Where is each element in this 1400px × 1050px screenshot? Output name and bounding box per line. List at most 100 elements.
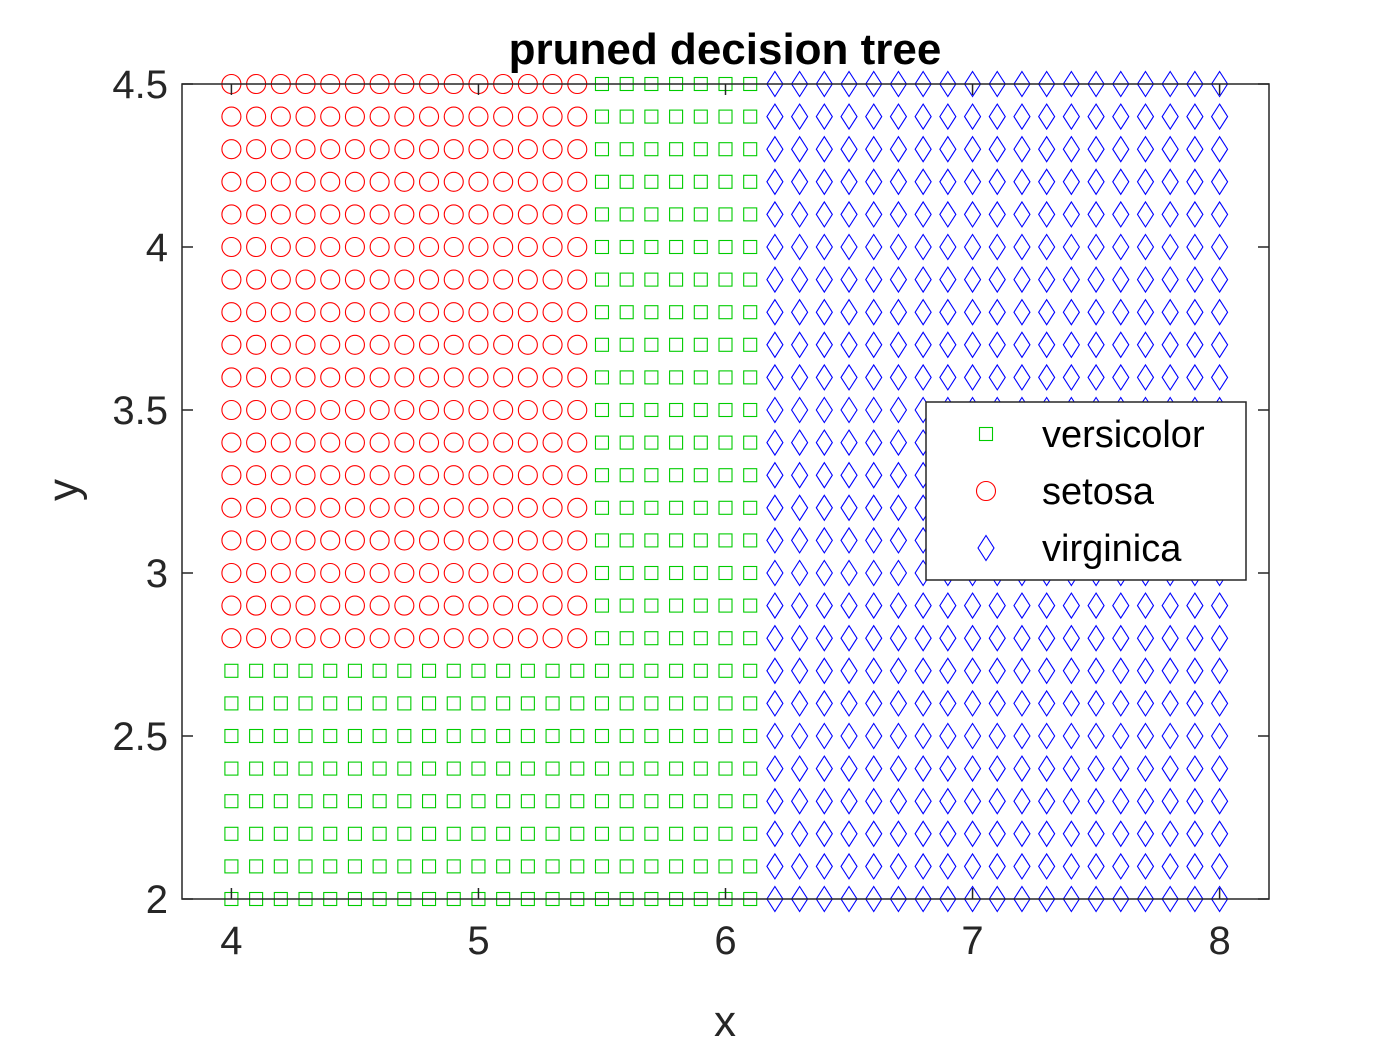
versicolor-point xyxy=(570,859,585,874)
setosa-point xyxy=(320,269,341,290)
virginica-point xyxy=(766,689,784,717)
setosa-point xyxy=(394,628,415,649)
virginica-point xyxy=(840,103,858,131)
setosa-point xyxy=(443,497,464,518)
setosa-point xyxy=(394,334,415,355)
versicolor-point xyxy=(446,761,461,776)
setosa-point xyxy=(567,465,588,486)
virginica-point xyxy=(766,559,784,587)
versicolor-point xyxy=(273,663,288,678)
virginica-point xyxy=(1013,70,1031,98)
versicolor-point xyxy=(397,696,412,711)
versicolor-point xyxy=(669,468,684,483)
setosa-point xyxy=(443,465,464,486)
versicolor-point xyxy=(718,370,733,385)
virginica-point xyxy=(865,298,883,326)
setosa-point xyxy=(394,530,415,551)
virginica-point xyxy=(988,689,1006,717)
setosa-point xyxy=(369,302,390,323)
setosa-point xyxy=(369,465,390,486)
virginica-point xyxy=(840,135,858,163)
virginica-point xyxy=(815,266,833,294)
versicolor-point xyxy=(718,402,733,418)
virginica-point xyxy=(1112,168,1130,196)
virginica-point xyxy=(1210,298,1229,326)
virginica-point xyxy=(790,200,809,228)
virginica-point xyxy=(1038,722,1056,750)
setosa-point xyxy=(295,432,316,453)
virginica-point xyxy=(1087,592,1105,620)
versicolor-point xyxy=(570,696,585,711)
setosa-point xyxy=(567,595,588,616)
setosa-point xyxy=(344,595,365,616)
versicolor-point xyxy=(619,859,634,874)
versicolor-point xyxy=(743,533,758,548)
setosa-point xyxy=(517,236,538,258)
virginica-point xyxy=(1210,722,1229,750)
versicolor-point xyxy=(718,142,733,157)
versicolor-point xyxy=(249,761,264,776)
setosa-point xyxy=(344,497,365,518)
versicolor-point xyxy=(224,859,239,874)
virginica-point xyxy=(1112,103,1130,131)
virginica-point xyxy=(865,624,883,652)
virginica-point xyxy=(1136,331,1155,359)
versicolor-point xyxy=(594,239,610,255)
setosa-point xyxy=(344,530,365,551)
virginica-point xyxy=(1013,266,1031,294)
setosa-point xyxy=(468,562,489,584)
setosa-point xyxy=(418,497,440,518)
versicolor-point xyxy=(496,728,511,744)
setosa-point xyxy=(517,171,538,192)
versicolor-point xyxy=(669,109,684,124)
virginica-point xyxy=(1186,592,1204,620)
y-tick-label: 4 xyxy=(146,226,168,270)
virginica-point xyxy=(963,200,982,228)
virginica-point xyxy=(963,592,982,620)
versicolor-point xyxy=(743,142,758,157)
virginica-point xyxy=(963,624,982,652)
versicolor-point xyxy=(669,207,684,222)
virginica-point xyxy=(790,526,809,554)
setosa-point xyxy=(246,269,267,290)
virginica-point xyxy=(1087,852,1105,880)
versicolor-point xyxy=(347,696,362,711)
virginica-point xyxy=(865,70,883,98)
versicolor-point xyxy=(224,663,239,678)
setosa-point xyxy=(246,595,267,616)
versicolor-point xyxy=(718,761,733,776)
setosa-point xyxy=(567,334,588,355)
setosa-point xyxy=(443,562,464,584)
virginica-point xyxy=(766,820,784,848)
virginica-point xyxy=(1038,885,1056,913)
setosa-point xyxy=(493,171,514,192)
virginica-point xyxy=(1186,266,1204,294)
virginica-point xyxy=(815,298,833,326)
virginica-point xyxy=(914,852,932,880)
virginica-point xyxy=(865,657,883,685)
versicolor-point xyxy=(323,794,338,809)
setosa-point xyxy=(542,530,563,551)
virginica-point xyxy=(889,396,908,424)
versicolor-point xyxy=(421,859,437,874)
virginica-point xyxy=(1136,689,1155,717)
virginica-point xyxy=(939,363,957,391)
setosa-point xyxy=(295,465,316,486)
virginica-point xyxy=(1161,70,1179,98)
versicolor-point xyxy=(397,859,412,874)
virginica-point xyxy=(790,266,809,294)
versicolor-point xyxy=(298,728,313,744)
setosa-point xyxy=(517,269,538,290)
setosa-point xyxy=(295,399,316,421)
virginica-point xyxy=(865,168,883,196)
setosa-point xyxy=(320,399,341,421)
setosa-point xyxy=(542,204,563,225)
virginica-point xyxy=(865,331,883,359)
virginica-point xyxy=(1087,168,1105,196)
versicolor-point xyxy=(471,696,486,711)
versicolor-point xyxy=(669,728,684,744)
virginica-point xyxy=(840,559,858,587)
virginica-point xyxy=(1013,363,1031,391)
virginica-point xyxy=(889,722,908,750)
virginica-point xyxy=(1161,722,1179,750)
